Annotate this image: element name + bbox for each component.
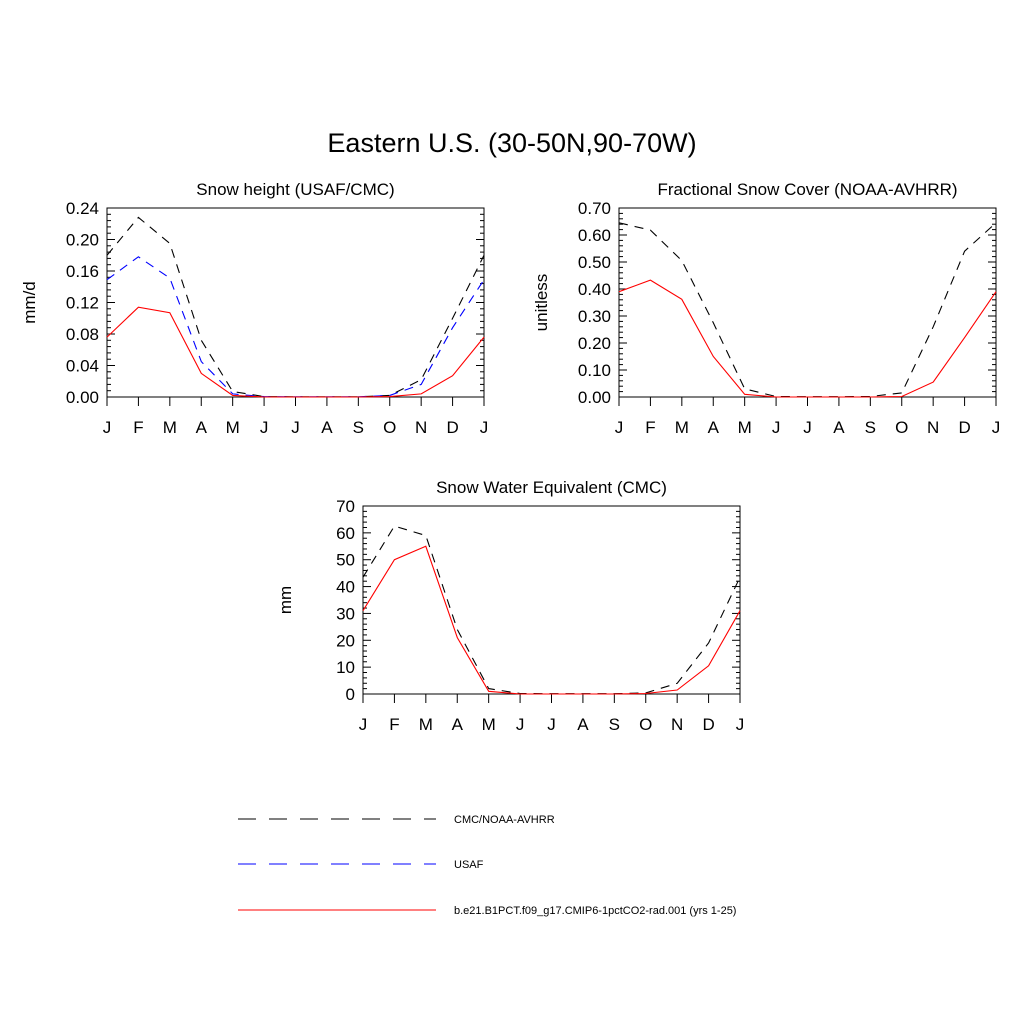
x-tick-label: S: [865, 418, 876, 437]
x-tick-label: J: [547, 715, 556, 734]
x-tick-label: D: [446, 418, 458, 437]
series-line-obs1: [362, 525, 741, 695]
series-line-obs1: [106, 216, 485, 398]
x-tick-label: N: [671, 715, 683, 734]
x-tick-label: D: [958, 418, 970, 437]
chart-panel-1: Snow height (USAF/CMC) mm/d 0.00 0.04 0.08 0.…: [20, 180, 488, 437]
x-tick-label: F: [133, 418, 143, 437]
x-tick-label: A: [708, 418, 720, 437]
y-tick-label: 40: [336, 578, 355, 597]
y-tick-label: 0.12: [66, 294, 99, 313]
y-tick-label: 0.50: [578, 253, 611, 272]
x-tick-label: M: [163, 418, 177, 437]
y-tick-label: 70: [336, 497, 355, 516]
series-line-obs2: [106, 256, 485, 398]
x-tick-label: J: [516, 715, 525, 734]
x-tick-label: F: [645, 418, 655, 437]
y-tick-label: 0.40: [578, 280, 611, 299]
x-tick-label: O: [383, 418, 396, 437]
x-tick-label: A: [452, 715, 464, 734]
x-tick-label: M: [482, 715, 496, 734]
x-tick-label: A: [321, 418, 333, 437]
y-tick-label: 0.30: [578, 307, 611, 326]
y-tick-label: 0.08: [66, 325, 99, 344]
y-tick-label: 0.16: [66, 262, 99, 281]
x-tick-label: O: [895, 418, 908, 437]
y-tick-label: 60: [336, 524, 355, 543]
x-tick-label: J: [480, 418, 489, 437]
chart-panel-3: Snow Water Equivalent (CMC) mm 0 10 20 30 40 50…: [276, 478, 744, 734]
x-tick-label: J: [260, 418, 269, 437]
y-tick-label: 0.10: [578, 361, 611, 380]
x-tick-label: J: [615, 418, 624, 437]
x-tick-label: A: [196, 418, 208, 437]
legend: CMC/NOAA-AVHRR USAF b.e21.B1PCT.f09_g17.CM…: [238, 814, 736, 917]
legend-label: USAF: [454, 859, 484, 871]
series-line-obs1: [618, 222, 997, 398]
x-tick-label: M: [419, 715, 433, 734]
y-tick-label: 30: [336, 604, 355, 623]
x-tick-label: S: [609, 715, 620, 734]
x-tick-label: J: [772, 418, 781, 437]
y-tick-label: 0.20: [578, 334, 611, 353]
x-tick-label: N: [415, 418, 427, 437]
y-tick-label: 0.70: [578, 199, 611, 218]
series-line-model: [618, 279, 997, 398]
x-tick-label: M: [226, 418, 240, 437]
x-tick-label: J: [736, 715, 745, 734]
x-tick-label: A: [577, 715, 589, 734]
x-tick-label: O: [639, 715, 652, 734]
chart-panel-2: Fractional Snow Cover (NOAA-AVHRR) unitle…: [532, 180, 1000, 437]
x-tick-label: M: [675, 418, 689, 437]
y-tick-label: 0.00: [66, 388, 99, 407]
legend-label: CMC/NOAA-AVHRR: [454, 814, 555, 826]
x-tick-label: J: [803, 418, 812, 437]
y-tick-label: 0.60: [578, 226, 611, 245]
x-tick-label: J: [291, 418, 300, 437]
x-tick-label: J: [103, 418, 112, 437]
series-line-model: [106, 306, 485, 398]
plot-frame: [618, 207, 997, 398]
x-tick-label: J: [359, 715, 368, 734]
x-tick-label: J: [992, 418, 1001, 437]
y-tick-label: 0.00: [578, 388, 611, 407]
panel-title: Snow Water Equivalent (CMC): [436, 478, 667, 497]
y-axis-label: unitless: [532, 274, 551, 332]
panel-title: Fractional Snow Cover (NOAA-AVHRR): [657, 180, 957, 199]
legend-label: b.e21.B1PCT.f09_g17.CMIP6-1pctCO2-rad.00…: [454, 905, 736, 917]
x-tick-label: A: [833, 418, 845, 437]
y-tick-label: 10: [336, 658, 355, 677]
y-tick-label: 0.20: [66, 231, 99, 250]
x-tick-label: S: [353, 418, 364, 437]
y-tick-label: 0: [346, 685, 355, 704]
y-tick-label: 0.04: [66, 357, 99, 376]
y-axis-label: mm/d: [20, 281, 39, 324]
x-tick-label: N: [927, 418, 939, 437]
y-axis-label: mm: [276, 586, 295, 614]
series-line-model: [362, 545, 741, 695]
panel-title: Snow height (USAF/CMC): [196, 180, 394, 199]
x-tick-label: D: [702, 715, 714, 734]
x-tick-label: F: [389, 715, 399, 734]
x-tick-label: M: [738, 418, 752, 437]
y-tick-label: 50: [336, 551, 355, 570]
y-tick-label: 0.24: [66, 199, 99, 218]
figure-title: Eastern U.S. (30-50N,90-70W): [327, 128, 697, 158]
y-tick-label: 20: [336, 631, 355, 650]
plot-frame: [106, 207, 485, 398]
